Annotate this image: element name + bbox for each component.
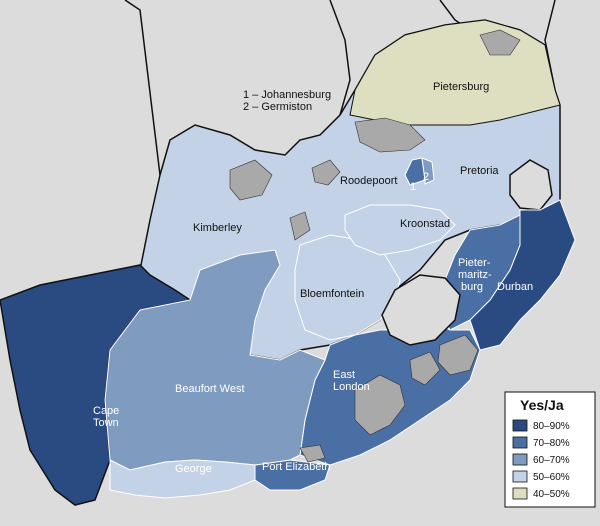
legend-swatch [512,453,528,466]
region-kroonstad [344,204,456,256]
legend-swatch [512,436,528,449]
region-pietermaritzburg [439,214,521,331]
label-num-1: 1 [410,181,416,193]
label-beaufort-west: Beaufort West [175,383,245,395]
label-pietermaritzburg-3: burg [461,281,483,293]
legend: Yes/Ja 80–90% 70–80% 60–70% 50–60% 40–50% [504,391,596,508]
label-pietermaritzburg-1: Pieter- [458,257,491,269]
homeland-6 [437,334,479,376]
legend-swatch [512,470,528,483]
legend-title: Yes/Ja [520,397,564,413]
label-roodepoort: Roodepoort [340,175,398,187]
label-kimberley: Kimberley [193,222,242,234]
label-east-london-1: East [333,369,355,381]
label-george: George [175,463,212,475]
label-pretoria: Pretoria [460,165,499,177]
homeland-3 [354,117,426,153]
homeland-4 [479,29,521,56]
lesotho [381,274,461,346]
region-johannesburg [404,157,426,186]
label-east-london-2: London [333,381,370,393]
label-pietersburg: Pietersburg [433,81,489,93]
label-cape-town-2: Town [93,417,119,429]
label-durban: Durban [497,281,533,293]
neighbour-border-north [329,0,351,116]
homeland-5 [289,211,311,241]
legend-label: 50–60% [533,472,570,483]
legend-swatch [512,419,528,432]
legend-label: 80–90% [533,421,570,432]
label-port-elizabeth: Port Elizabeth [262,461,330,473]
label-pietermaritzburg-2: maritz- [458,269,492,281]
region-george [109,459,256,499]
note-germiston: 2 – Germiston [243,101,312,113]
legend-label: 60–70% [533,455,570,466]
legend-swatch [512,487,528,500]
label-cape-town-1: Cape [93,405,119,417]
homeland-1 [229,159,273,201]
homeland-9 [299,444,326,463]
neighbour-border-namibia [124,0,161,176]
homeland-8 [409,351,441,386]
label-bloemfontein: Bloemfontein [300,288,364,300]
region-germiston [421,157,435,185]
swaziland [509,159,553,211]
legend-label: 70–80% [533,438,570,449]
note-johannesburg: 1 – Johannesburg [243,89,331,101]
legend-label: 40–50% [533,489,570,500]
homeland-2 [311,159,341,186]
homeland-7 [354,374,406,436]
label-num-2: 2 [423,171,429,183]
region-port-elizabeth [254,459,331,491]
label-kroonstad: Kroonstad [400,218,450,230]
